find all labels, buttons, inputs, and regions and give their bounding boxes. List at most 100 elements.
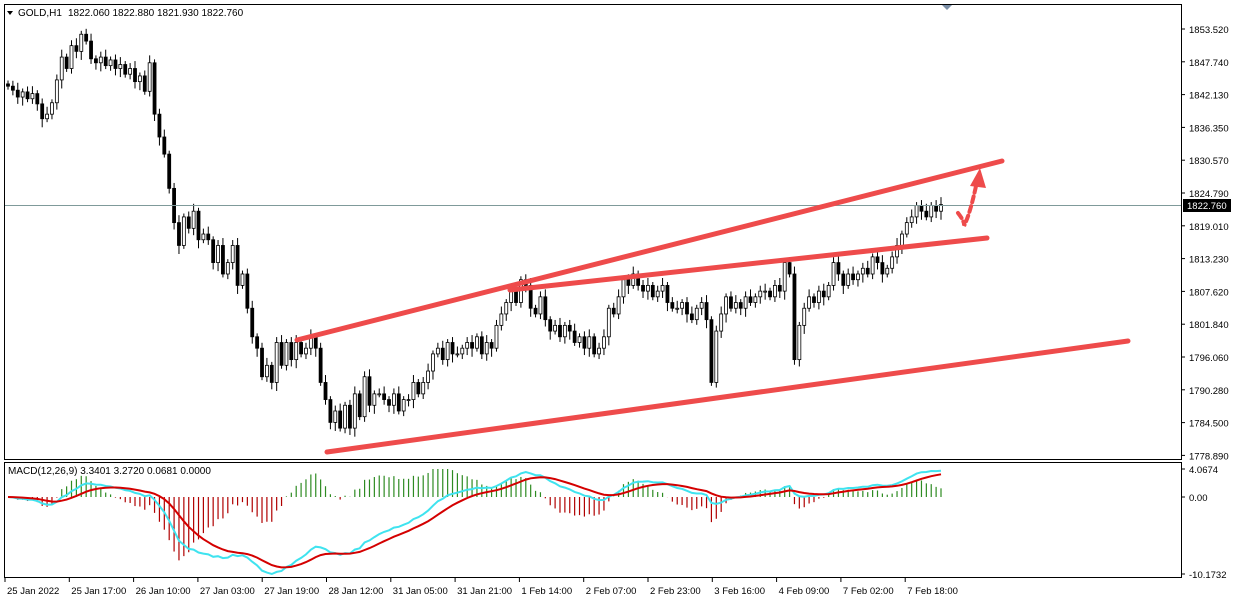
candle-body [245,273,250,309]
time-tick-label: 31 Jan 05:00 [393,586,448,597]
candle-body [30,93,35,100]
candle [225,259,230,280]
candle-body [807,296,812,309]
candle [748,289,753,306]
candle-body [225,262,230,275]
candle [69,40,74,74]
candle-body [548,319,553,332]
candle-body [597,347,601,355]
middle-trendline[interactable] [507,235,990,293]
macd-plot-frame [4,462,1182,578]
candle-body [299,342,303,355]
candle-body [699,302,704,309]
candle-body [54,79,59,104]
candle-body [35,93,40,105]
candle [558,317,562,342]
candle [670,297,675,312]
candle-body [831,262,836,286]
candle [137,72,142,91]
candle-body [875,256,880,263]
price-tick-label: 1807.620 [1189,287,1229,298]
candle-body [626,279,631,286]
symbol-menu-arrow-icon[interactable] [7,11,13,15]
candle [235,238,240,294]
candle [699,297,704,316]
candle-body [45,113,49,120]
candle-body [372,393,377,406]
candle-body [489,342,494,349]
candle-body [704,302,709,321]
candle [255,333,260,357]
time-tick-label: 25 Jan 17:00 [71,586,126,597]
candle-body [216,245,220,263]
candle-body [826,285,831,298]
candle [450,337,455,363]
candle [35,90,40,111]
candle-body [279,342,284,366]
candle-body [284,342,289,366]
candle [284,339,289,371]
upper-trendline[interactable] [294,158,1005,343]
candle-body [655,290,660,298]
candle-body [680,302,685,309]
lower-trendline[interactable] [324,338,1131,455]
candle [543,289,548,327]
candle-body [333,410,338,423]
candle [401,396,406,417]
candle [89,33,93,64]
candle [103,49,108,70]
candle-body [465,342,470,349]
candle [45,106,49,123]
candle [484,335,489,361]
candle [240,270,245,289]
candle-body [777,285,782,292]
candle [870,253,875,280]
candle-body [167,153,172,189]
candle-body [357,393,362,418]
candle [113,54,118,76]
candle-body [660,285,665,292]
candle [724,293,728,323]
candle-body [797,324,802,361]
candle [25,86,30,103]
candle-body [792,273,797,361]
candle-body [59,56,64,81]
shift-marker-icon[interactable] [942,5,952,10]
candle [299,339,303,358]
candle [826,281,831,301]
candle-body [587,336,592,349]
candle-body [396,393,401,412]
candle-body [392,393,396,406]
candle [142,70,147,95]
candle-body [269,364,274,383]
candle-body [929,205,934,218]
candle [792,266,797,365]
macd-line [7,469,942,576]
candles [6,28,943,437]
macd-signal-line [7,473,942,569]
candle-body [235,245,240,286]
candle-body [15,89,20,98]
candle [812,293,816,308]
candle-body [621,279,626,298]
candle [660,277,665,298]
candle-body [435,347,440,355]
candle [421,377,426,400]
candle-body [562,324,567,338]
candle [606,304,611,346]
candle-body [108,59,113,67]
candle [475,333,479,352]
time-tick-label: 31 Jan 21:00 [457,586,512,597]
candle-body [367,376,372,406]
candle [387,396,391,413]
candle [553,319,557,335]
macd-tick-label: 4.0674 [1189,465,1218,476]
candle [396,386,401,415]
candle-body [421,382,426,395]
ohlc-values: 1822.060 1822.880 1821.930 1822.760 [68,8,244,19]
candle-body [514,290,518,303]
candle-body [641,285,645,292]
candle [675,300,680,314]
candle-body [904,222,909,235]
candle [777,277,782,298]
